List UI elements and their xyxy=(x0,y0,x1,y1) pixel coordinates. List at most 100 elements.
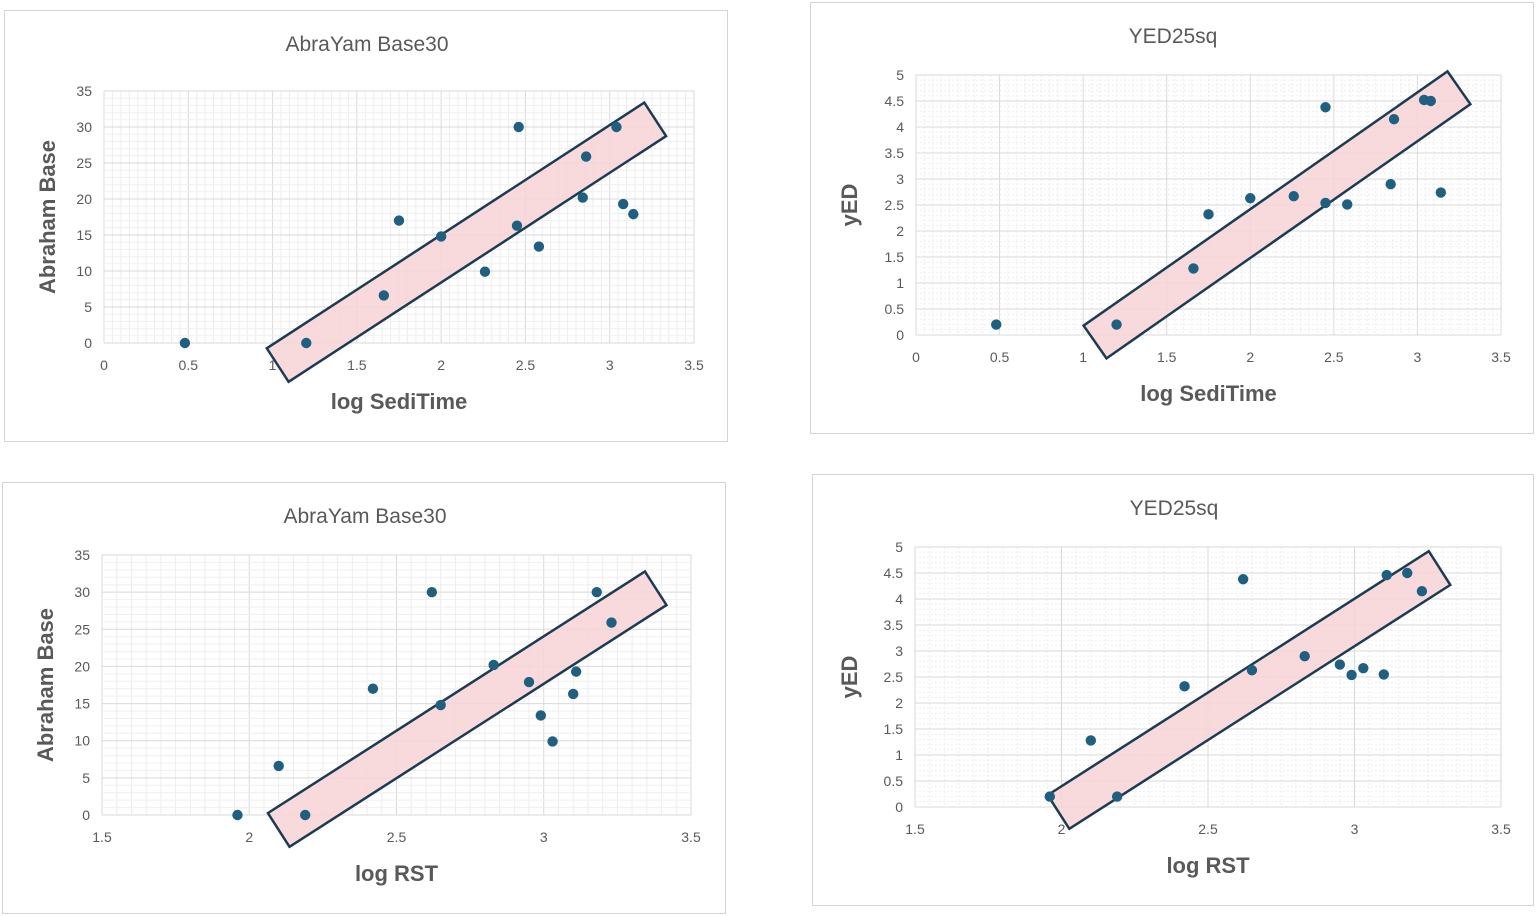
data-points xyxy=(1044,567,1428,802)
data-point xyxy=(1299,651,1310,662)
data-point xyxy=(1342,199,1353,210)
x-tick-label: 0.5 xyxy=(179,357,199,373)
x-tick-label: 3.5 xyxy=(1491,821,1511,837)
data-point xyxy=(611,121,622,133)
data-point xyxy=(1435,187,1447,198)
chart-panel-abrayam-rst: AbraYam Base30 1.5 2 2.5 3 3.5 0 5 10 15 20 25 30 35 l… xyxy=(2,482,726,914)
data-point xyxy=(547,736,558,747)
x-tick-label: 2.5 xyxy=(387,829,407,845)
chart-svg-abrayam-sedi: AbraYam Base30 0 0.5 1 1.5 2 2.5 3 3.5 0 5 10 15 20 25… xyxy=(35,33,704,414)
y-axis-label: Abraham Base xyxy=(33,608,58,762)
chart-title: AbraYam Base30 xyxy=(283,505,446,528)
data-point xyxy=(568,688,579,700)
y-tick-label: 1.5 xyxy=(885,249,905,265)
data-point xyxy=(513,121,524,133)
y-tick-label: 0.5 xyxy=(885,301,905,317)
y-tick-label: 15 xyxy=(76,227,92,243)
y-tick-label: 20 xyxy=(74,658,90,674)
y-tick-label: 1 xyxy=(896,275,904,291)
y-tick-label: 2.5 xyxy=(885,197,905,213)
data-point xyxy=(1388,114,1400,125)
x-axis-label: log RST xyxy=(1166,853,1250,878)
x-tick-label: 1 xyxy=(1079,349,1087,365)
y-axis-label: yED xyxy=(837,184,862,227)
data-point xyxy=(570,666,582,677)
data-point xyxy=(591,586,602,598)
y-tick-label: 20 xyxy=(76,191,92,207)
data-point xyxy=(1245,193,1256,204)
y-tick-label: 3.5 xyxy=(884,617,904,633)
x-tick-label: 2 xyxy=(1058,821,1066,837)
data-point xyxy=(1085,735,1096,746)
x-tick-label: 2 xyxy=(437,357,445,373)
y-tick-label: 25 xyxy=(74,621,90,637)
y-axis-label: Abraham Base xyxy=(35,140,60,294)
x-tick-label: 3.5 xyxy=(1491,349,1511,365)
data-point xyxy=(533,241,545,252)
data-point xyxy=(1334,659,1346,670)
data-point xyxy=(301,337,312,349)
data-point xyxy=(511,220,523,231)
data-point xyxy=(300,809,311,821)
data-point xyxy=(577,192,588,203)
x-tick-label: 0 xyxy=(100,357,108,373)
data-point xyxy=(580,151,592,162)
y-tick-label: 30 xyxy=(76,119,92,135)
data-point xyxy=(1044,791,1055,802)
data-point xyxy=(1425,95,1436,107)
data-point xyxy=(1246,665,1258,676)
data-point xyxy=(1416,586,1428,597)
y-tick-label: 0 xyxy=(895,799,903,815)
highlight-band xyxy=(1045,549,1453,831)
chart-panel-abrayam-sedi: AbraYam Base30 0 0.5 1 1.5 2 2.5 3 3.5 0 5 10 15 20 25… xyxy=(4,10,728,442)
x-tick-label: 3 xyxy=(1351,821,1359,837)
x-tick-label: 2.5 xyxy=(516,357,536,373)
chart-panel-yed-sedi: YED25sq 0 0.5 1 1.5 2 2.5 3 3.5 0 0.5 1 1.5 2 2.5 3 3.5 4… xyxy=(810,2,1534,434)
x-tick-label: 1.5 xyxy=(347,357,367,373)
x-tick-label: 2 xyxy=(245,829,253,845)
data-points xyxy=(232,586,617,821)
data-point xyxy=(1237,574,1249,585)
data-point xyxy=(1378,669,1389,680)
x-tick-label: 1.5 xyxy=(1157,349,1177,365)
x-tick-label: 2 xyxy=(1246,349,1254,365)
data-point xyxy=(232,809,243,821)
x-tick-label: 3.5 xyxy=(684,357,704,373)
x-tick-label: 2.5 xyxy=(1324,349,1344,365)
x-axis-label: log SediTime xyxy=(331,389,468,414)
y-tick-label: 3 xyxy=(895,643,903,659)
data-point xyxy=(1203,209,1214,220)
data-point xyxy=(1402,567,1413,579)
y-tick-label: 1.5 xyxy=(884,721,904,737)
chart-title: AbraYam Base30 xyxy=(285,33,448,56)
y-tick-label: 30 xyxy=(74,584,90,600)
data-point xyxy=(435,699,446,711)
data-point xyxy=(435,231,447,242)
data-point xyxy=(1385,179,1396,190)
y-tick-label: 10 xyxy=(76,263,92,279)
y-tick-label: 0 xyxy=(896,327,904,343)
chart-svg-yed-sedi: YED25sq 0 0.5 1 1.5 2 2.5 3 3.5 0 0.5 1 1.5 2 2.5 3 3.5 4… xyxy=(837,25,1511,406)
x-tick-label: 3 xyxy=(1414,349,1422,365)
y-tick-label: 5 xyxy=(896,67,904,83)
data-point xyxy=(1179,681,1190,692)
y-tick-label: 4 xyxy=(896,119,904,135)
data-point xyxy=(618,198,629,210)
data-point xyxy=(1358,662,1369,674)
x-tick-label: 1 xyxy=(269,357,277,373)
y-tick-label: 4 xyxy=(895,591,903,607)
y-tick-label: 5 xyxy=(82,770,90,786)
data-point xyxy=(1346,669,1357,681)
y-tick-label: 0 xyxy=(84,335,92,351)
x-tick-label: 0.5 xyxy=(990,349,1010,365)
data-point xyxy=(535,710,547,721)
y-tick-label: 5 xyxy=(84,299,92,315)
y-tick-label: 4.5 xyxy=(884,565,904,581)
data-point xyxy=(606,617,617,628)
highlight-band xyxy=(1081,69,1473,361)
y-tick-label: 2.5 xyxy=(884,669,904,685)
data-points xyxy=(179,121,639,349)
y-tick-label: 25 xyxy=(76,155,92,171)
y-tick-label: 0.5 xyxy=(884,773,904,789)
y-tick-label: 2 xyxy=(896,223,904,239)
